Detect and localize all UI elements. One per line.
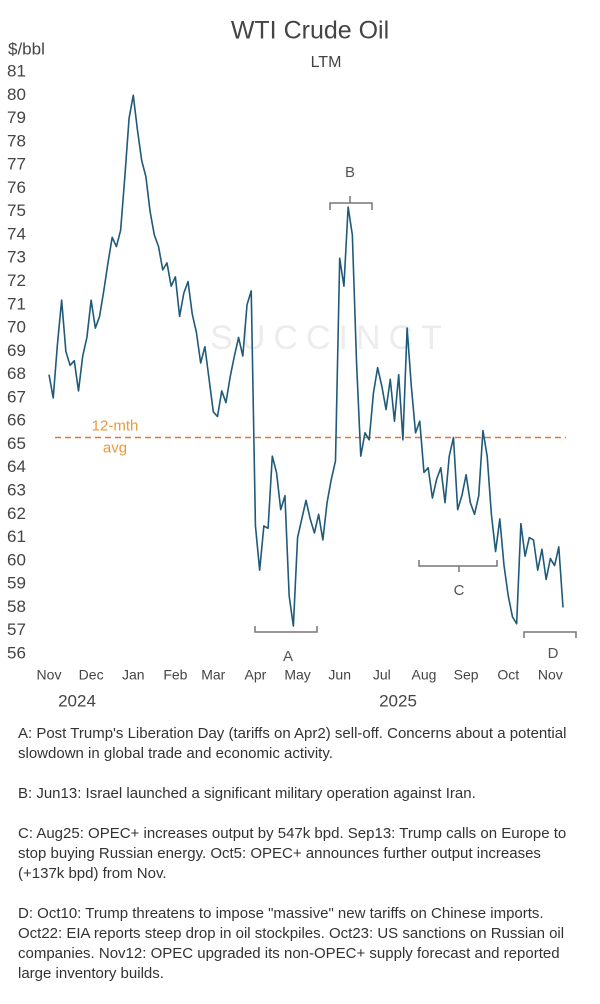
annotation-letter: B xyxy=(345,164,355,181)
y-tick-label: 72 xyxy=(7,271,26,290)
bracket-b xyxy=(329,196,373,210)
annotation-letter: A xyxy=(283,648,293,665)
y-tick-label: 70 xyxy=(7,318,26,337)
average-label: avg xyxy=(103,439,127,456)
y-tick-label: 67 xyxy=(7,387,26,406)
y-tick-label: 77 xyxy=(7,155,26,174)
year-label: 2025 xyxy=(379,691,417,710)
watermark: SUCCINCT xyxy=(210,319,450,357)
y-tick-label: 79 xyxy=(7,108,26,127)
note: C: Aug25: OPEC+ increases output by 547k… xyxy=(18,825,567,882)
chart-title: WTI Crude Oil xyxy=(231,17,389,45)
y-tick-label: 60 xyxy=(7,550,26,569)
notes: A: Post Trump's Liberation Day (tariffs … xyxy=(18,724,588,1004)
x-tick-label: Dec xyxy=(79,667,104,683)
annotation-letter: C xyxy=(454,582,465,599)
x-tick-label: Jun xyxy=(328,667,351,683)
x-tick-label: Oct xyxy=(497,667,519,683)
y-tick-label: 63 xyxy=(7,481,26,500)
y-tick-label: 61 xyxy=(7,527,26,546)
x-tick-label: Nov xyxy=(538,667,563,683)
x-tick-label: Apr xyxy=(245,667,267,683)
y-tick-label: 74 xyxy=(7,224,26,243)
x-tick-label: May xyxy=(284,667,310,683)
note: B: Jun13: Israel launched a significant … xyxy=(18,785,476,802)
year-label: 2024 xyxy=(58,691,96,710)
chart-subtitle: LTM xyxy=(311,54,342,71)
x-tick-label: Jul xyxy=(373,667,391,683)
y-tick-label: 59 xyxy=(7,574,26,593)
y-tick-label: 78 xyxy=(7,131,26,150)
y-tick-label: 62 xyxy=(7,504,26,523)
x-tick-label: Aug xyxy=(412,667,437,683)
y-tick-label: 57 xyxy=(7,620,26,639)
y-tick-label: 68 xyxy=(7,364,26,383)
y-tick-label: 69 xyxy=(7,341,26,360)
y-tick-label: 65 xyxy=(7,434,26,453)
note: A: Post Trump's Liberation Day (tariffs … xyxy=(18,725,567,762)
y-tick-label: 80 xyxy=(7,85,26,104)
y-tick-label: 56 xyxy=(7,643,26,662)
y-tick-label: 75 xyxy=(7,201,26,220)
y-tick-label: 76 xyxy=(7,178,26,197)
y-tick-label: 73 xyxy=(7,248,26,267)
y-tick-label: 64 xyxy=(7,457,26,476)
x-tick-label: Sep xyxy=(454,667,479,683)
y-unit: $/bbl xyxy=(8,39,45,58)
bracket-c xyxy=(418,560,498,572)
brackets xyxy=(254,196,577,638)
x-tick-label: Mar xyxy=(201,667,225,683)
x-tick-label: Feb xyxy=(163,667,187,683)
x-tick-label: Nov xyxy=(37,667,62,683)
average-label: 12-mth xyxy=(92,417,139,434)
chart: WTI Crude Oil LTM $/bbl SUCCINCT 56 57 58 5… xyxy=(7,17,577,710)
note: D: Oct10: Trump threatens to impose "mas… xyxy=(18,905,565,982)
price-line xyxy=(48,94,564,627)
y-tick-label: 71 xyxy=(7,294,26,313)
bracket-d xyxy=(523,631,577,638)
y-tick-label: 58 xyxy=(7,597,26,616)
annotation-letter: D xyxy=(548,645,559,662)
y-tick-label: 66 xyxy=(7,411,26,430)
x-tick-label: Jan xyxy=(122,667,145,683)
bracket-a xyxy=(254,626,318,633)
y-tick-label: 81 xyxy=(7,61,26,80)
